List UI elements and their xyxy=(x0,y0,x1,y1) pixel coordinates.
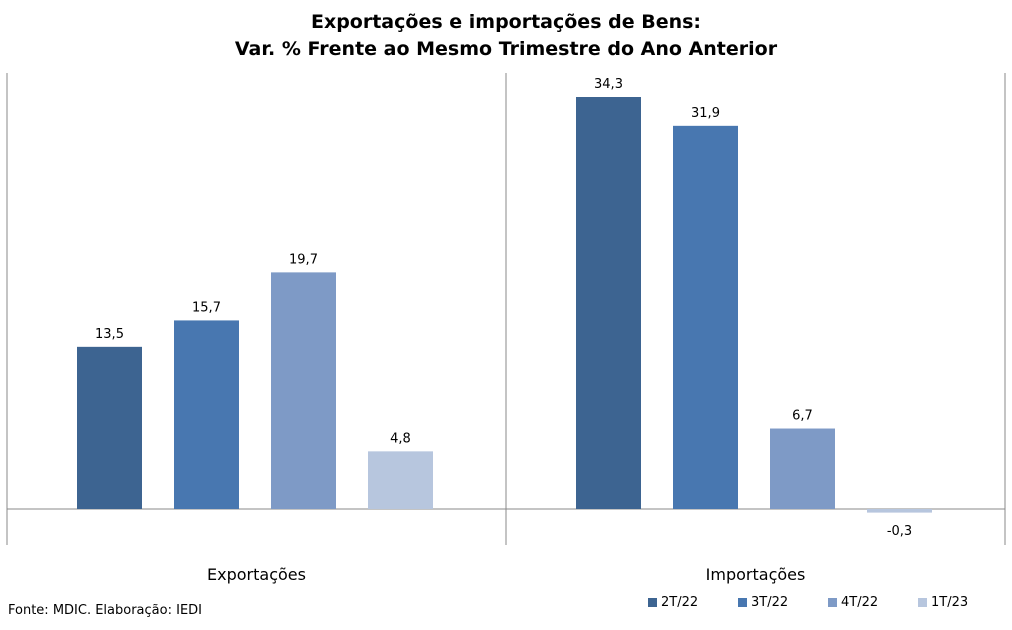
data-label: 34,3 xyxy=(594,77,623,92)
category-label: Exportações xyxy=(207,565,306,584)
bar-2T-22-exportacoes xyxy=(77,346,142,509)
data-label: 31,9 xyxy=(691,106,720,121)
bar-2T-22-importacoes xyxy=(576,97,641,509)
legend-item: 4T/22 xyxy=(828,595,918,610)
legend-label: 3T/22 xyxy=(751,595,789,610)
legend-item: 3T/22 xyxy=(738,595,828,610)
legend-item: 1T/23 xyxy=(918,595,1008,610)
category-label: Importações xyxy=(706,565,806,584)
data-label: 15,7 xyxy=(192,300,221,315)
legend-swatch xyxy=(918,598,927,607)
data-label: 19,7 xyxy=(289,252,318,267)
data-label: 6,7 xyxy=(792,409,813,424)
title-line-1: Exportações e importações de Bens: xyxy=(310,11,702,33)
source-note: Fonte: MDIC. Elaboração: IEDI xyxy=(8,603,202,618)
bar-4T-22-exportacoes xyxy=(271,272,336,509)
bar-4T-22-importacoes xyxy=(770,428,835,509)
legend: 2T/22 3T/22 4T/22 1T/23 xyxy=(648,595,1008,610)
chart-title: Exportações e importações de Bens: Var. … xyxy=(0,9,1012,63)
legend-label: 2T/22 xyxy=(661,595,699,610)
legend-item: 2T/22 xyxy=(648,595,738,610)
legend-swatch xyxy=(648,598,657,607)
title-line-2: Var. % Frente ao Mesmo Trimestre do Ano … xyxy=(234,38,778,60)
data-label: -0,3 xyxy=(887,524,912,539)
data-label: 4,8 xyxy=(390,431,411,446)
legend-label: 4T/22 xyxy=(841,595,879,610)
legend-swatch xyxy=(828,598,837,607)
data-label: 13,5 xyxy=(95,327,124,342)
bar-1T-23-exportacoes xyxy=(368,451,433,509)
bar-3T-22-exportacoes xyxy=(174,320,239,509)
legend-label: 1T/23 xyxy=(931,595,969,610)
bar-1T-23-importacoes xyxy=(867,509,932,513)
legend-swatch xyxy=(738,598,747,607)
bar-3T-22-importacoes xyxy=(673,125,738,509)
